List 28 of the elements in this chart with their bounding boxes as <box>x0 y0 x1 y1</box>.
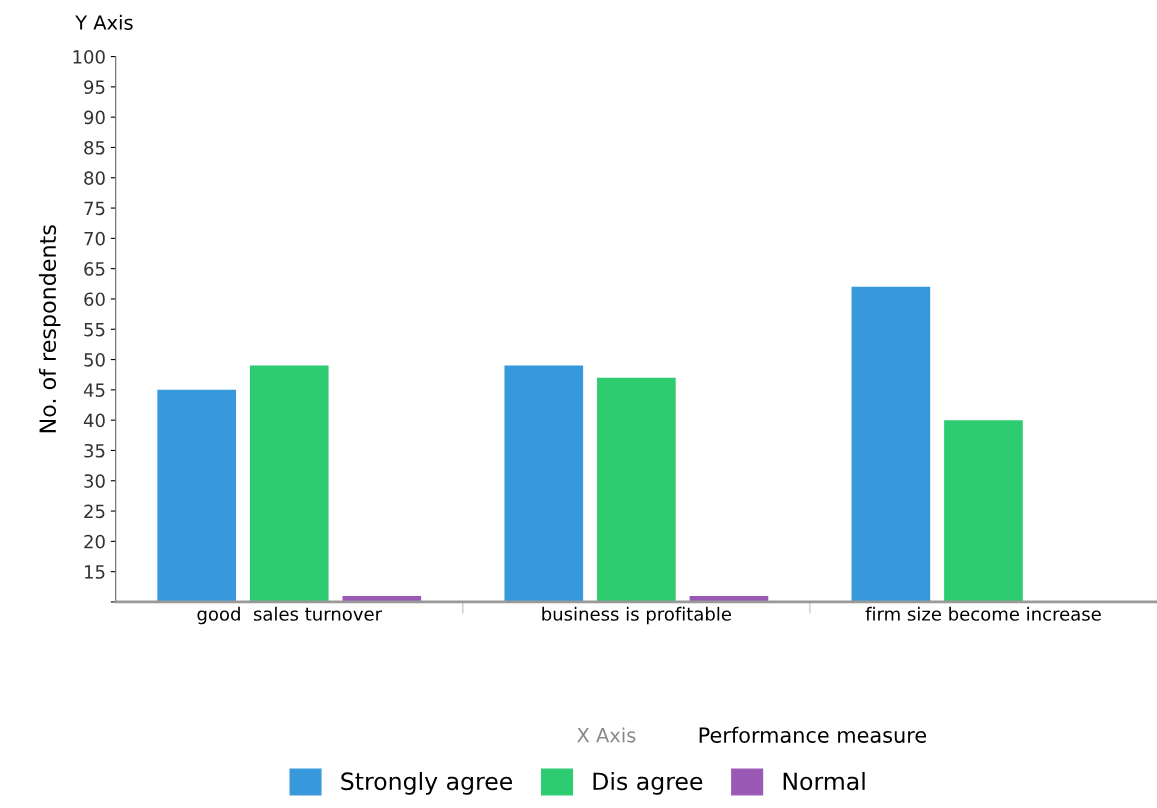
x-tick-label: good sales turnover <box>197 606 383 625</box>
y-tick-label: 95 <box>84 80 105 94</box>
x-axis-title: Performance measure <box>699 726 927 743</box>
x-tick-label: firm size become increase <box>865 606 1101 621</box>
y-tick-label: 70 <box>84 231 105 246</box>
y-tick-label: 20 <box>84 534 105 549</box>
legend-label: Dis agree <box>593 771 703 795</box>
text: X Axis <box>577 727 636 743</box>
y-tick-label: 75 <box>84 201 105 216</box>
y-tick-label: 55 <box>84 322 105 337</box>
y-tick-label: 100 <box>73 50 105 64</box>
y-tick-label: 30 <box>84 474 105 488</box>
y-axis-title: No. of respondents <box>38 225 61 433</box>
y-tick-label: 60 <box>84 292 105 307</box>
y-tick-label: 15 <box>84 565 105 579</box>
y-tick-label: 85 <box>84 140 105 155</box>
y-tick-label: 65 <box>84 262 105 276</box>
y-tick-label: 50 <box>84 353 105 367</box>
y-tick-label: 90 <box>84 110 105 125</box>
y-tick-label: 80 <box>84 171 105 185</box>
y-tick-label: 35 <box>84 443 105 458</box>
legend-label: Normal <box>783 771 865 791</box>
text: Y Axis <box>75 14 133 30</box>
y-tick-label: 45 <box>83 383 105 397</box>
x-tick-label: business is profitable <box>542 606 731 625</box>
y-tick-label: 25 <box>84 504 105 519</box>
legend-label: Strongly agree <box>341 771 513 795</box>
y-tick-label: 40 <box>83 413 105 428</box>
